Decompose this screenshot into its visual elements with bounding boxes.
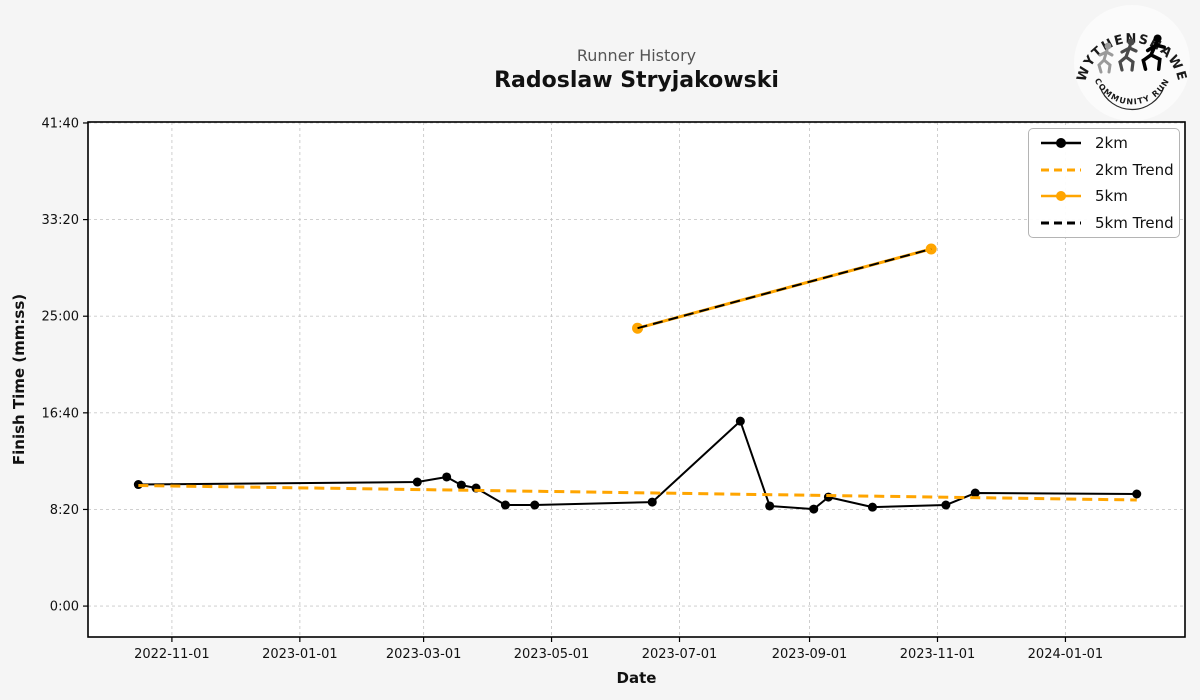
legend-label: 2km (1095, 133, 1128, 152)
data-point-2km (867, 502, 877, 512)
legend-label: 2km Trend (1095, 160, 1174, 179)
legend-sample-line (1041, 137, 1081, 148)
legend-item-5km-trend: 5km Trend (1029, 211, 1179, 235)
legend-label: 5km (1095, 187, 1128, 206)
data-point-2km (970, 488, 980, 498)
x-tick-label: 2022-11-01 (134, 647, 210, 662)
data-point-2km (442, 472, 452, 482)
x-tick-label: 2023-07-01 (642, 647, 718, 662)
legend-sample-line (1041, 221, 1081, 225)
data-point-2km (1132, 489, 1142, 499)
runner-icon-middle (1118, 38, 1138, 72)
runner-icon-right (1141, 34, 1166, 71)
x-tick-label: 2024-01-01 (1028, 647, 1104, 662)
data-point-5km (925, 243, 937, 255)
logo-bottom-arc (1099, 86, 1165, 111)
legend-sample-line (1041, 168, 1081, 172)
series-line-2km-trend (138, 483, 1137, 502)
series-line-2km (138, 420, 1137, 511)
data-point-2km (823, 492, 833, 502)
series-line-5km-trend (637, 247, 932, 330)
club-logo: WYTHENSHAWE COMMUNITY RUN (1074, 5, 1190, 121)
y-tick-label: 16:40 (42, 406, 79, 421)
plot-area (88, 122, 1185, 637)
y-tick-label: 33:20 (42, 213, 79, 228)
legend-item-2km: 2km (1029, 131, 1179, 155)
x-tick-label: 2023-01-01 (262, 647, 338, 662)
x-axis-label: Date (617, 669, 657, 687)
data-point-2km (647, 497, 657, 507)
data-point-2km (735, 416, 745, 426)
data-point-2km (530, 500, 540, 510)
chart-subtitle: Runner History (576, 46, 697, 65)
legend-sample-line (1041, 191, 1081, 202)
y-axis-label: Finish Time (mm:ss) (10, 294, 28, 465)
x-tick-label: 2023-05-01 (514, 647, 590, 662)
chart-legend: 2km 2km Trend 5km 5km Trend (1028, 128, 1180, 238)
data-point-2km (500, 500, 510, 510)
legend-label: 5km Trend (1095, 214, 1174, 233)
legend-item-5km: 5km (1029, 185, 1179, 209)
y-tick-label: 25:00 (42, 310, 79, 325)
y-tick-label: 0:00 (50, 600, 79, 615)
y-tick-label: 41:40 (42, 116, 79, 131)
data-point-2km (456, 480, 466, 490)
legend-item-2km-trend: 2km Trend (1029, 158, 1179, 182)
x-tick-label: 2023-09-01 (772, 647, 848, 662)
page-title: Radoslaw Stryjakowski (494, 68, 779, 93)
data-point-2km (412, 477, 422, 487)
data-point-2km (809, 504, 819, 514)
x-tick-label: 2023-03-01 (386, 647, 462, 662)
y-tick-label: 8:20 (50, 503, 79, 518)
runner-icon-left (1097, 42, 1114, 74)
x-tick-label: 2023-11-01 (900, 647, 976, 662)
plot-border (87, 121, 1186, 638)
data-point-2km (941, 500, 951, 510)
data-point-2km (765, 501, 775, 511)
